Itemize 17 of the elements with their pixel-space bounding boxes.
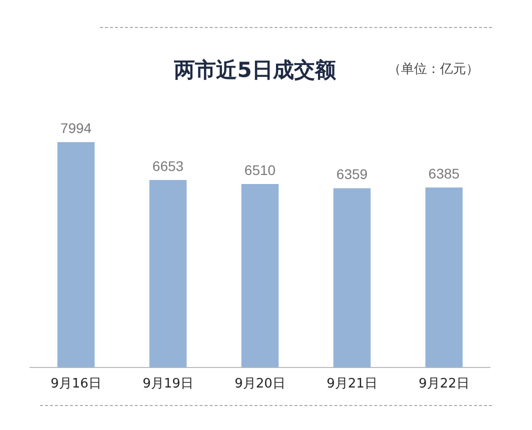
x-tick-label: 9月22日 [418,376,470,392]
data-label: 6385 [428,165,460,182]
text: （单位：亿元） [388,61,479,78]
data-label: 7994 [60,120,92,136]
bar [241,184,279,368]
bar [149,180,187,368]
x-tick-label: 9月20日 [234,376,286,392]
bar [333,188,371,368]
data-label: 6510 [244,162,276,178]
data-label: 6359 [336,166,368,182]
x-tick-label: 9月16日 [50,376,102,392]
x-tick-label: 9月19日 [142,376,194,392]
chart-title: 两市近5日成交额 [174,58,336,82]
data-label: 6653 [152,158,184,174]
bar [425,188,463,368]
x-tick-label: 9月21日 [326,376,378,392]
bar [57,142,95,368]
